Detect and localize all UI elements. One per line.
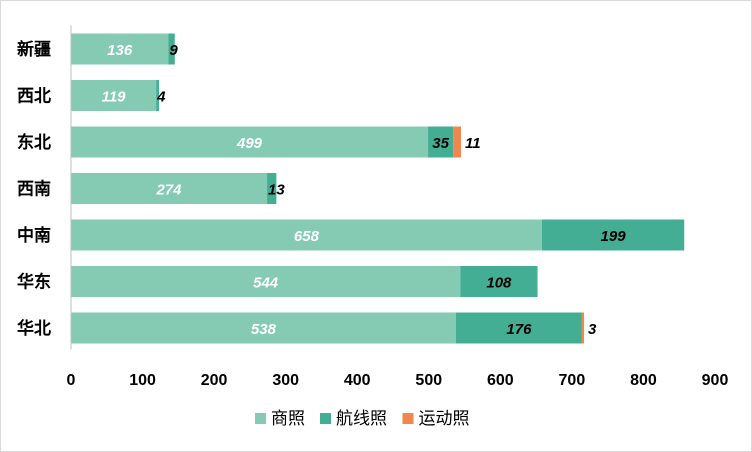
data-label: 136 (107, 42, 133, 59)
bar-segment (168, 33, 175, 65)
bar-segment (71, 219, 542, 251)
bar-segment (428, 126, 454, 158)
x-tick-label: 100 (129, 372, 156, 389)
bar-segment (71, 126, 429, 158)
legend-label: 运动照 (419, 409, 470, 429)
bar-segment (71, 80, 157, 111)
data-label: 11 (465, 135, 481, 152)
data-label: 199 (601, 228, 627, 245)
bar-segment (71, 173, 268, 204)
data-labels-layer: 136 9 119 4 499 35 11 274 13 658 199 544 108 538 176 3 (102, 42, 627, 338)
bar-segment (71, 266, 461, 297)
data-label: 13 (268, 182, 285, 199)
category-label: 新疆 (17, 39, 51, 60)
x-tick-label: 600 (487, 372, 514, 389)
data-label: 538 (251, 321, 277, 338)
bar-segment (455, 312, 582, 344)
category-label: 华东 (17, 272, 51, 293)
bar-segment (453, 126, 461, 158)
bar-segment (71, 312, 456, 344)
x-tick-label: 200 (201, 372, 228, 389)
data-label: 119 (102, 89, 127, 106)
data-label: 35 (432, 135, 449, 152)
category-label: 西北 (17, 87, 51, 107)
data-label: 499 (236, 135, 263, 152)
bar-segment (460, 266, 538, 297)
x-tick-label: 800 (630, 372, 657, 389)
bar-segment (156, 80, 160, 111)
bar-segment (541, 219, 685, 251)
data-label: 176 (506, 321, 532, 338)
x-tick-label: 700 (559, 372, 586, 389)
bar-segment (267, 173, 277, 204)
data-label: 9 (169, 42, 178, 59)
data-label: 544 (253, 275, 279, 292)
data-label: 274 (156, 182, 183, 199)
category-label: 西南 (17, 179, 51, 200)
category-label: 东北 (17, 132, 51, 153)
bar-segment (581, 312, 585, 344)
category-label: 华北 (17, 318, 51, 339)
legend: 商照 航线照 运动照 (255, 409, 470, 429)
bar-segment (71, 33, 169, 65)
category-label: 中南 (17, 225, 51, 246)
data-label: 4 (156, 89, 166, 106)
bars-layer (71, 33, 685, 344)
legend-swatch (402, 413, 414, 424)
data-label: 3 (588, 321, 597, 338)
legend-swatch (320, 413, 331, 424)
legend-swatch (255, 413, 266, 424)
x-tick-label: 300 (272, 372, 299, 389)
legend-label: 商照 (271, 409, 305, 429)
data-label: 108 (486, 275, 512, 292)
x-tick-label: 400 (344, 372, 371, 389)
x-tick-label: 0 (67, 372, 76, 389)
x-tick-label: 500 (415, 372, 442, 389)
data-label: 658 (294, 228, 320, 245)
legend-label: 航线照 (336, 409, 387, 429)
x-tick-labels-layer: 0 100 200 300 400 500 600 700 800 900 (67, 372, 729, 389)
x-tick-label: 900 (702, 372, 729, 389)
